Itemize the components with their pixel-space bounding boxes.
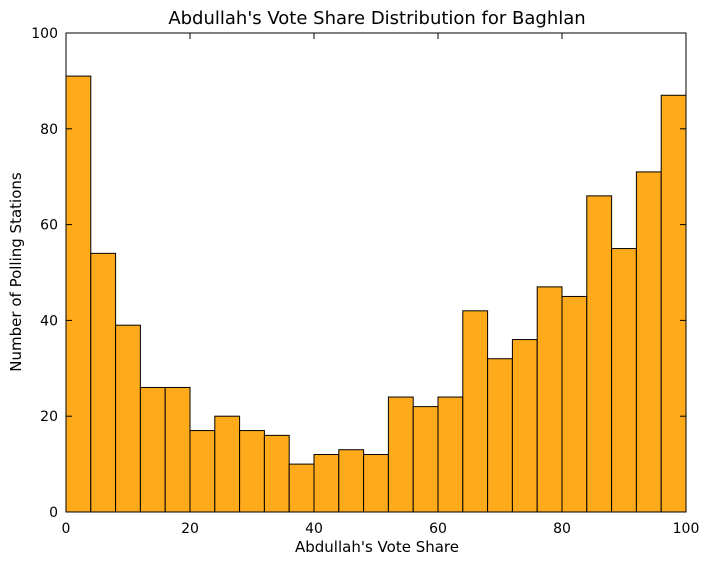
histogram-bar — [214, 415, 241, 513]
histogram-bar — [561, 295, 588, 513]
y-tick-label: 0 — [49, 505, 58, 521]
histogram-bar — [387, 396, 414, 513]
histogram-bar — [164, 386, 191, 513]
histogram-bar — [536, 286, 563, 513]
y-tick-label: 60 — [40, 218, 58, 234]
y-tick-label: 20 — [40, 409, 58, 425]
histogram-bar — [189, 430, 216, 513]
histogram-bar — [462, 310, 489, 513]
histogram-bar — [65, 75, 92, 513]
y-tick-label: 40 — [40, 313, 58, 329]
histogram-bar — [363, 454, 389, 513]
histogram-bar — [412, 406, 439, 513]
histogram-bar — [338, 449, 365, 513]
x-tick-label: 0 — [62, 521, 71, 537]
histogram-bar — [635, 171, 662, 513]
x-tick-label: 80 — [553, 521, 571, 537]
y-tick-label: 100 — [31, 26, 58, 42]
histogram-bar — [487, 358, 513, 513]
bars-group — [65, 75, 687, 513]
histogram-bar — [263, 434, 290, 513]
x-tick-label: 60 — [429, 521, 447, 537]
histogram-bar — [511, 339, 538, 513]
histogram-bar — [586, 195, 613, 513]
histogram-bar — [437, 396, 464, 513]
histogram-bar — [239, 430, 265, 513]
ticks-group: 0 20 40 60 80 100 0 20 40 60 80 100 — [31, 26, 699, 537]
x-tick-label: 100 — [673, 521, 700, 537]
histogram-bar — [90, 252, 117, 513]
histogram-bar — [139, 386, 166, 513]
x-axis-label: Abdullah's Vote Share — [295, 538, 459, 556]
histogram-bar — [611, 248, 637, 513]
x-tick-label: 20 — [181, 521, 199, 537]
histogram-bar — [313, 454, 340, 513]
plot-frame — [65, 32, 687, 513]
chart-title: Abdullah's Vote Share Distribution for B… — [168, 8, 585, 29]
histogram-bar — [660, 94, 687, 513]
y-axis-label: Number of Polling Stations — [7, 172, 25, 372]
y-tick-label: 80 — [40, 122, 58, 138]
histogram-bar — [115, 324, 141, 513]
x-tick-label: 40 — [305, 521, 323, 537]
histogram-bar — [288, 463, 315, 513]
